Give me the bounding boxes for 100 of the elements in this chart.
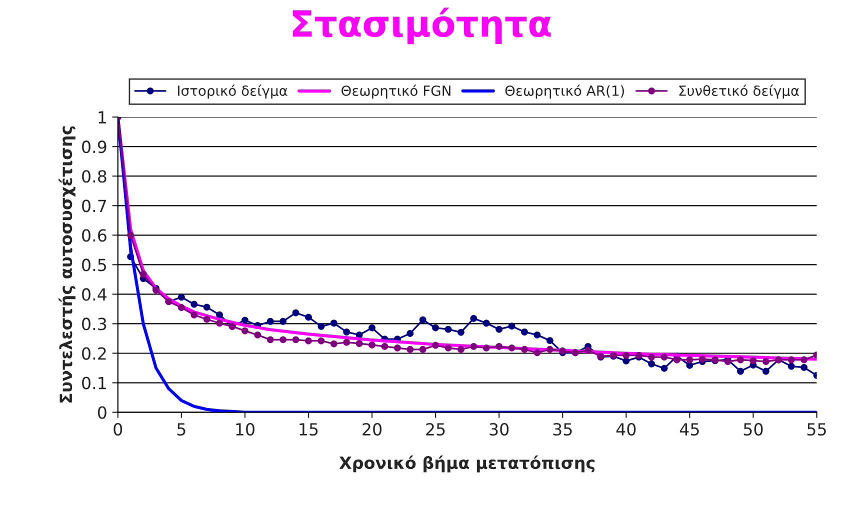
point (419, 316, 426, 324)
point (343, 338, 350, 346)
point (190, 311, 198, 318)
point (482, 320, 490, 327)
point (686, 356, 694, 364)
y-tick-label: 0.4 (82, 288, 107, 301)
point (178, 294, 185, 301)
x-tick-label: 10 (236, 423, 254, 436)
point (534, 331, 541, 338)
y-tick-label: 0.7 (82, 200, 106, 212)
x-tick-label: 20 (362, 423, 382, 436)
point (216, 320, 224, 327)
point (254, 331, 262, 338)
point (660, 354, 668, 361)
point (127, 232, 134, 239)
point (584, 346, 592, 354)
point (660, 364, 668, 372)
point (737, 368, 744, 375)
point (622, 352, 630, 359)
y-tick-label: 0.1 (82, 376, 106, 390)
point (508, 322, 516, 330)
y-tick-label: 0 (98, 406, 106, 419)
point (800, 356, 808, 364)
point (241, 316, 248, 324)
y-tick-label: 0.5 (82, 258, 106, 272)
point (496, 326, 503, 333)
point (521, 328, 528, 336)
chart-title: Στασιμότητα (292, 8, 551, 44)
point (368, 324, 376, 332)
x-tick-label: 0 (114, 423, 122, 436)
point (444, 344, 452, 352)
x-tick-label: 30 (490, 423, 509, 436)
point (330, 340, 338, 348)
point (241, 327, 248, 334)
point (292, 309, 300, 316)
point (368, 342, 376, 348)
point (698, 356, 706, 363)
point (216, 311, 224, 318)
point (140, 270, 147, 278)
point (508, 344, 516, 352)
y-tick-label: 0.8 (82, 170, 106, 183)
point (534, 349, 541, 356)
point (470, 342, 478, 350)
point (292, 336, 300, 344)
point (266, 336, 274, 344)
point (546, 346, 554, 353)
point (444, 326, 452, 333)
point (457, 346, 464, 353)
point (406, 330, 414, 337)
x-tick-label: 45 (680, 423, 699, 436)
y-axis-title: Συντελεστής αυτοσυσχέτισης (58, 126, 76, 403)
x-tick-label: 15 (300, 423, 318, 436)
point (788, 356, 795, 364)
point (266, 318, 274, 325)
point (406, 346, 414, 353)
x-tick-label: 5 (177, 423, 186, 436)
point (546, 337, 554, 344)
point (381, 342, 388, 350)
point (203, 304, 210, 311)
point (190, 300, 198, 308)
point (419, 346, 426, 353)
x-tick-label: 55 (807, 423, 826, 436)
x-tick-label: 35 (553, 423, 572, 436)
point (800, 364, 808, 371)
point (305, 337, 312, 344)
x-axis-title: Χρονικό βήμα μετατόπισης (339, 456, 594, 472)
x-tick-label: 25 (426, 423, 445, 436)
point (280, 318, 287, 325)
point (203, 316, 210, 323)
point (432, 342, 440, 349)
point (762, 358, 770, 365)
point (788, 362, 795, 370)
point (521, 346, 528, 353)
y-tick-label: 0.6 (82, 229, 106, 242)
legend-label: Συνθετικό δείγμα (679, 84, 799, 99)
legend-label: Ιστορικό δείγμα (178, 84, 288, 99)
point (470, 314, 478, 322)
point (318, 337, 325, 344)
point (648, 354, 656, 361)
legend-label: Θεωρητικό AR(1) (505, 84, 624, 99)
point (457, 328, 464, 336)
point (622, 357, 630, 364)
point (330, 320, 338, 327)
point (394, 344, 401, 352)
y-tick-label: 0.2 (82, 347, 106, 360)
point (356, 340, 363, 347)
y-tick-label: 0.9 (82, 140, 106, 154)
point (432, 324, 440, 332)
point (178, 304, 185, 311)
point (496, 342, 503, 350)
point (750, 357, 757, 364)
point (737, 356, 744, 364)
point (318, 322, 325, 330)
y-tick-label: 1 (98, 111, 106, 124)
x-tick-label: 50 (744, 423, 763, 436)
point (482, 344, 490, 352)
point (343, 328, 350, 336)
y-tick-label: 0.3 (82, 318, 106, 330)
point (673, 356, 680, 364)
point (648, 360, 656, 368)
